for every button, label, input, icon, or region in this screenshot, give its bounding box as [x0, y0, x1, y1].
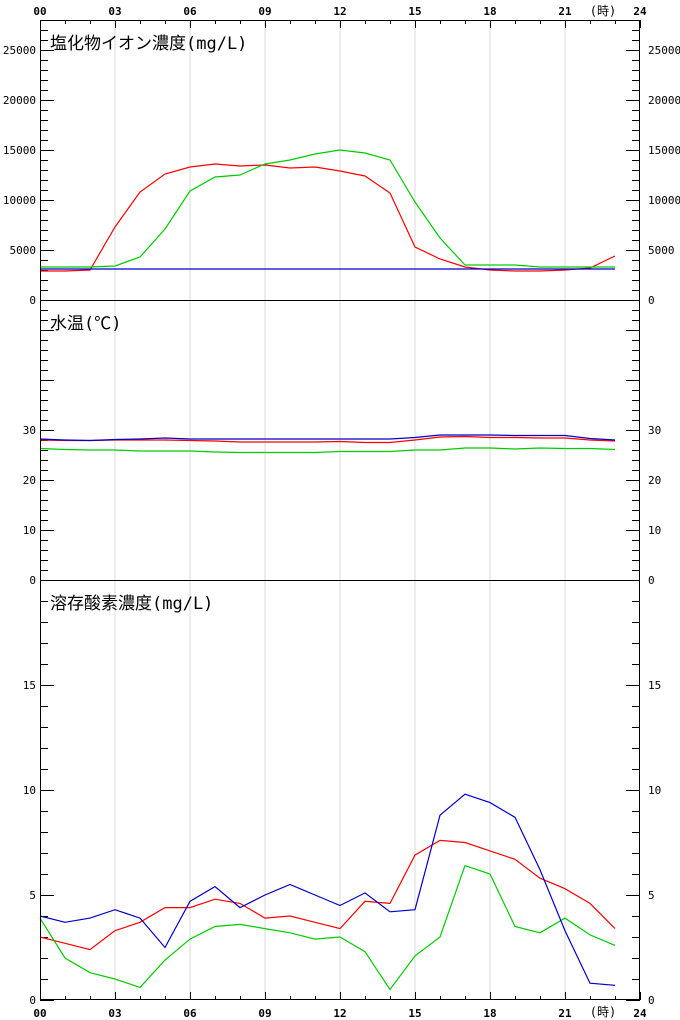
y-tick-label-right: 25000: [648, 44, 680, 57]
series-line-blue: [39, 434, 616, 442]
y-tick-label-left: 25000: [3, 44, 36, 57]
y-tick-label-left: 10: [23, 524, 36, 537]
series-line-green: [39, 447, 616, 454]
y-tick-label-right: 5: [648, 889, 655, 902]
x-tick-label-bottom: 03: [108, 1007, 121, 1020]
series-line-red: [40, 163, 616, 272]
x-tick-label-top: 12: [333, 5, 346, 18]
y-tick-label-left: 20: [23, 474, 36, 487]
panel-title: 塩化物イオン濃度(mg/L): [50, 34, 247, 54]
series-line-blue: [39, 793, 616, 986]
y-tick-label-right: 15000: [648, 144, 680, 157]
y-tick-label-left: 5000: [10, 244, 37, 257]
y-tick-label-right: 15: [648, 679, 661, 692]
y-tick-label-left: 20000: [3, 94, 36, 107]
series-line-green: [40, 149, 615, 268]
y-tick-label-right: 5000: [648, 244, 675, 257]
y-tick-label-right: 10: [648, 524, 661, 537]
y-tick-label-right: 0: [648, 994, 655, 1007]
x-tick-label-top: 09: [258, 5, 271, 18]
y-tick-label-right: 20000: [648, 94, 680, 107]
x-unit-label-bottom: (時): [590, 1005, 616, 1019]
x-tick-label-top: 00: [33, 5, 46, 18]
x-tick-label-bottom: 00: [33, 1007, 46, 1020]
x-tick-label-top: 06: [183, 5, 197, 18]
panel-3: [39, 580, 640, 1001]
x-tick-label-bottom: 15: [408, 1007, 421, 1020]
y-tick-label-left: 0: [29, 294, 36, 307]
y-tick-label-left: 15000: [3, 144, 36, 157]
x-tick-label-bottom: 24: [633, 1007, 647, 1020]
x-tick-label-bottom: 21: [558, 1007, 572, 1020]
x-tick-label-top: 24: [633, 5, 647, 18]
y-tick-label-right: 10: [648, 784, 661, 797]
x-tick-label-top: 03: [108, 5, 121, 18]
y-tick-label-right: 10000: [648, 194, 680, 207]
y-tick-label-right: 20: [648, 474, 661, 487]
x-tick-label-bottom: 12: [333, 1007, 346, 1020]
series-line-green: [39, 864, 616, 991]
y-tick-label-left: 10000: [3, 194, 36, 207]
y-tick-label-left: 0: [29, 574, 36, 587]
y-tick-label-left: 5: [29, 889, 36, 902]
x-tick-label-bottom: 06: [183, 1007, 197, 1020]
series-line-red: [39, 839, 616, 951]
x-tick-label-top: 21: [558, 5, 572, 18]
x-tick-label-bottom: 09: [258, 1007, 271, 1020]
x-tick-label-top: 18: [483, 5, 496, 18]
x-tick-label-top: 15: [408, 5, 421, 18]
y-tick-label-left: 10: [23, 784, 36, 797]
y-tick-label-left: 0: [29, 994, 36, 1007]
x-unit-label-top: (時): [590, 4, 616, 18]
panel-title: 溶存酸素濃度(mg/L): [50, 594, 213, 614]
panel-2: [39, 300, 640, 581]
y-tick-label-left: 30: [23, 424, 36, 437]
panel-1: [40, 20, 640, 301]
y-tick-label-right: 0: [648, 574, 655, 587]
y-tick-label-right: 0: [648, 294, 655, 307]
series-line-red: [39, 435, 616, 444]
x-tick-label-bottom: 18: [483, 1007, 496, 1020]
y-tick-label-right: 30: [648, 424, 661, 437]
panel-title: 水温(℃): [50, 314, 121, 334]
y-tick-label-left: 15: [23, 679, 36, 692]
